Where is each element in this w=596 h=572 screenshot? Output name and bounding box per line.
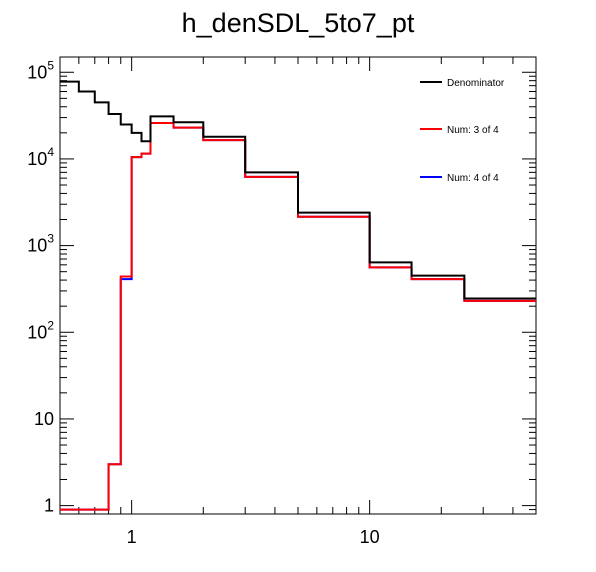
y-tick-label: 10 [34,409,54,429]
y-tick-exponent: 5 [47,58,54,72]
y-tick-base: 10 [34,409,54,429]
x-tick-label: 1 [127,527,137,547]
y-tick-exponent: 4 [47,145,54,159]
legend-entry-label: Denominator [447,78,505,89]
y-tick-label: 105 [27,58,54,82]
y-tick-base: 10 [27,62,47,82]
y-tick-label: 103 [27,232,54,256]
y-tick-label: 102 [27,318,54,342]
y-tick-label: 104 [27,145,54,169]
y-tick-exponent: 2 [47,318,54,332]
legend-entry-label: Num: 3 of 4 [447,125,499,136]
series-group [60,82,536,510]
y-tick-base: 10 [27,149,47,169]
y-tick-base: 1 [44,496,54,516]
y-tick-exponent: 3 [47,232,54,246]
y-tick-label: 1 [44,496,54,516]
legend: Denominator Num: 3 of 4 Num: 4 of 4 [420,78,505,184]
x-tick-label: 10 [360,527,380,547]
y-tick-base: 10 [27,236,47,256]
y-tick-base: 10 [27,322,47,342]
legend-entry-label: Num: 4 of 4 [447,173,499,184]
